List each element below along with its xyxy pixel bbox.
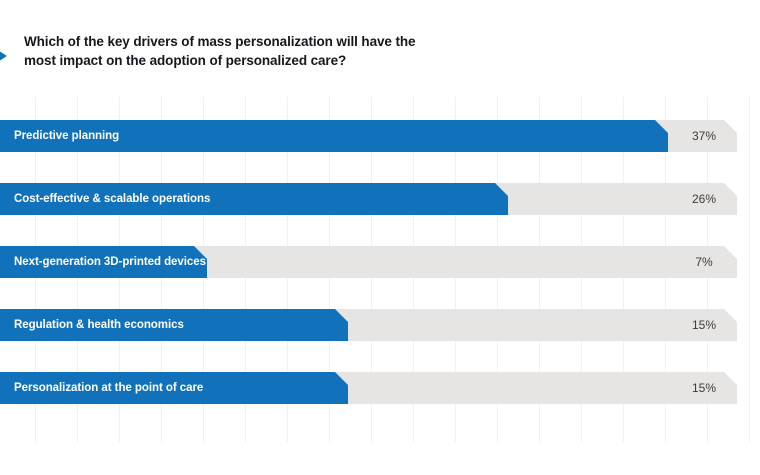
arrow-right-icon (0, 47, 7, 65)
bar-category-label: Personalization at the point of care (14, 382, 204, 394)
bar-category-label: Cost-effective & scalable operations (14, 193, 211, 205)
table-row[interactable]: Regulation & health economics 15% (0, 309, 760, 341)
bar-value-label: 7% (695, 255, 713, 269)
bar-value-label: 26% (691, 192, 717, 206)
page-title-line-1: Which of the key drivers of mass persona… (24, 34, 416, 49)
chart-title-block: Which of the key drivers of mass persona… (0, 32, 760, 88)
bar-chart: Predictive planning 37% Cost-effective & s… (0, 97, 760, 442)
page-title: Which of the key drivers of mass persona… (24, 32, 444, 70)
bar-value-label: 15% (691, 318, 717, 332)
bar-category-label: Regulation & health economics (14, 319, 184, 331)
table-row[interactable]: Personalization at the point of care 15% (0, 372, 760, 404)
bar-fill[interactable] (0, 120, 668, 152)
bar-row-list: Predictive planning 37% Cost-effective & s… (0, 97, 760, 442)
bar-fill[interactable] (0, 246, 207, 278)
bar-fill[interactable] (0, 309, 348, 341)
bar-value-label: 15% (691, 381, 717, 395)
bar-fill[interactable] (0, 183, 508, 215)
bar-category-label: Predictive planning (14, 130, 120, 142)
table-row[interactable]: Predictive planning 37% (0, 120, 760, 152)
table-row[interactable]: Cost-effective & scalable operations 26% (0, 183, 760, 215)
table-row[interactable]: Next-generation 3D-printed devices 7% (0, 246, 760, 278)
page-title-line-2: most impact on the adoption of personali… (24, 53, 347, 68)
bar-value-label: 37% (691, 129, 717, 143)
bar-category-label: Next-generation 3D-printed devices (14, 256, 206, 268)
bar-fill[interactable] (0, 372, 348, 404)
